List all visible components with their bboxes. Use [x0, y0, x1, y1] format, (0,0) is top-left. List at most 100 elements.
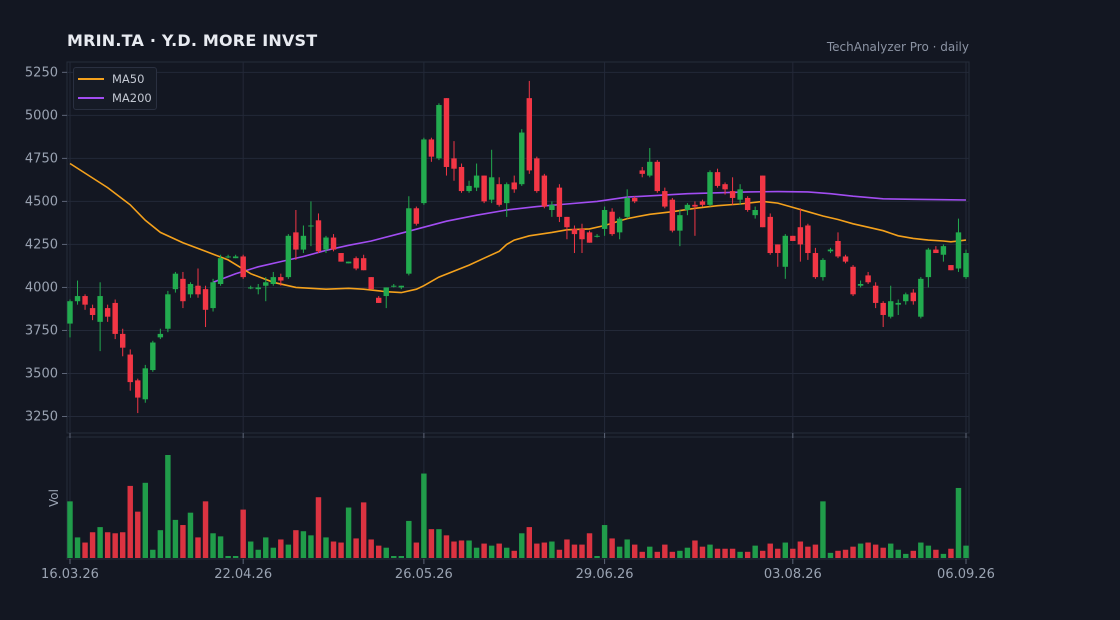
candle-body: [835, 240, 841, 257]
volume-bar: [142, 482, 149, 558]
candle-body: [278, 277, 284, 281]
candle: [436, 103, 442, 161]
candle: [473, 163, 480, 192]
candle: [180, 271, 186, 309]
price-tick-label: 4250: [25, 237, 58, 252]
candle-body: [556, 187, 563, 217]
volume-bar: [398, 556, 405, 558]
candle-body: [850, 266, 856, 295]
candle-body: [639, 170, 645, 174]
candle: [496, 177, 502, 207]
candle: [654, 160, 661, 193]
candle: [722, 182, 728, 195]
volume-bar: [744, 551, 751, 558]
candle-body: [895, 302, 901, 305]
candle: [887, 285, 894, 319]
candle-body: [782, 235, 789, 267]
candle: [338, 253, 344, 262]
candle: [857, 280, 864, 288]
candle: [82, 294, 88, 310]
candle: [744, 196, 751, 212]
candle: [67, 299, 73, 338]
candle-body: [707, 172, 713, 205]
candle-body: [677, 215, 683, 231]
candle-body: [150, 342, 156, 371]
axes: 3250 3500 3750 4000 4250 4500 4750 5000 5250 16.0…: [25, 65, 995, 582]
volume-bar: [887, 543, 894, 558]
candle: [767, 213, 773, 255]
volume-bar: [880, 547, 886, 558]
grid: [66, 61, 970, 560]
volume-bar: [759, 550, 766, 558]
volume-bar: [97, 527, 103, 558]
legend-label-ma200: MA200: [112, 91, 152, 105]
volume-bar: [775, 548, 781, 558]
candle-body: [315, 220, 322, 252]
volume-bar: [308, 535, 314, 558]
candle: [948, 265, 954, 271]
ma50-line: [69, 162, 967, 294]
price-tick-label: 3750: [25, 323, 58, 338]
candle-body: [112, 302, 118, 334]
volume-bar: [375, 545, 382, 558]
candle: [217, 254, 224, 286]
candle-body: [692, 204, 698, 207]
candle-body: [564, 216, 570, 228]
candle-body: [820, 259, 826, 278]
candle: [97, 282, 103, 352]
candle: [300, 225, 307, 254]
volume-bar: [519, 533, 525, 558]
candle-body: [338, 253, 344, 262]
candle-body: [466, 185, 472, 192]
volume-bar: [127, 485, 133, 558]
candle-body: [180, 278, 186, 302]
candle: [925, 247, 932, 288]
candle: [481, 175, 487, 204]
price-tick-label: 4000: [25, 280, 58, 295]
candle-body: [903, 294, 909, 302]
volume-bar: [933, 549, 939, 558]
volume-bar: [391, 556, 397, 558]
candle-body: [541, 175, 548, 207]
candle: [195, 268, 201, 298]
legend-item-ma50: MA50: [78, 71, 144, 87]
candle-body: [165, 294, 171, 329]
candle-body: [662, 191, 668, 207]
candle: [616, 216, 623, 240]
candle-body: [963, 253, 969, 278]
candle: [933, 246, 939, 254]
candle-body: [503, 184, 510, 204]
candle: [74, 280, 81, 305]
candle-body: [481, 175, 487, 202]
volume-bar: [323, 537, 329, 558]
candle: [511, 175, 517, 193]
candle-body: [413, 208, 420, 224]
candle: [729, 177, 736, 205]
price-panel-frame: [66, 61, 970, 434]
volume-bar: [360, 502, 367, 558]
candle: [135, 378, 141, 414]
candle: [903, 292, 909, 305]
candle: [157, 328, 164, 340]
candle-body: [104, 308, 111, 317]
candle: [323, 235, 329, 254]
candle-body: [82, 296, 88, 305]
volume-bar: [616, 546, 623, 558]
candle-body: [421, 139, 427, 204]
candle-body: [955, 232, 962, 269]
volume-bar: [639, 551, 645, 558]
candle-body: [488, 177, 495, 200]
volume-bar: [865, 542, 871, 558]
candle-body: [270, 277, 277, 284]
candle-body: [74, 296, 81, 302]
volume-bar: [579, 544, 585, 558]
candle: [413, 206, 420, 226]
candle: [910, 289, 917, 305]
volume-bar: [669, 551, 676, 558]
candle: [406, 196, 412, 276]
candle-body: [775, 244, 781, 254]
candle-body: [827, 249, 834, 252]
volume-bar: [850, 546, 856, 558]
volume-bar: [594, 556, 600, 558]
